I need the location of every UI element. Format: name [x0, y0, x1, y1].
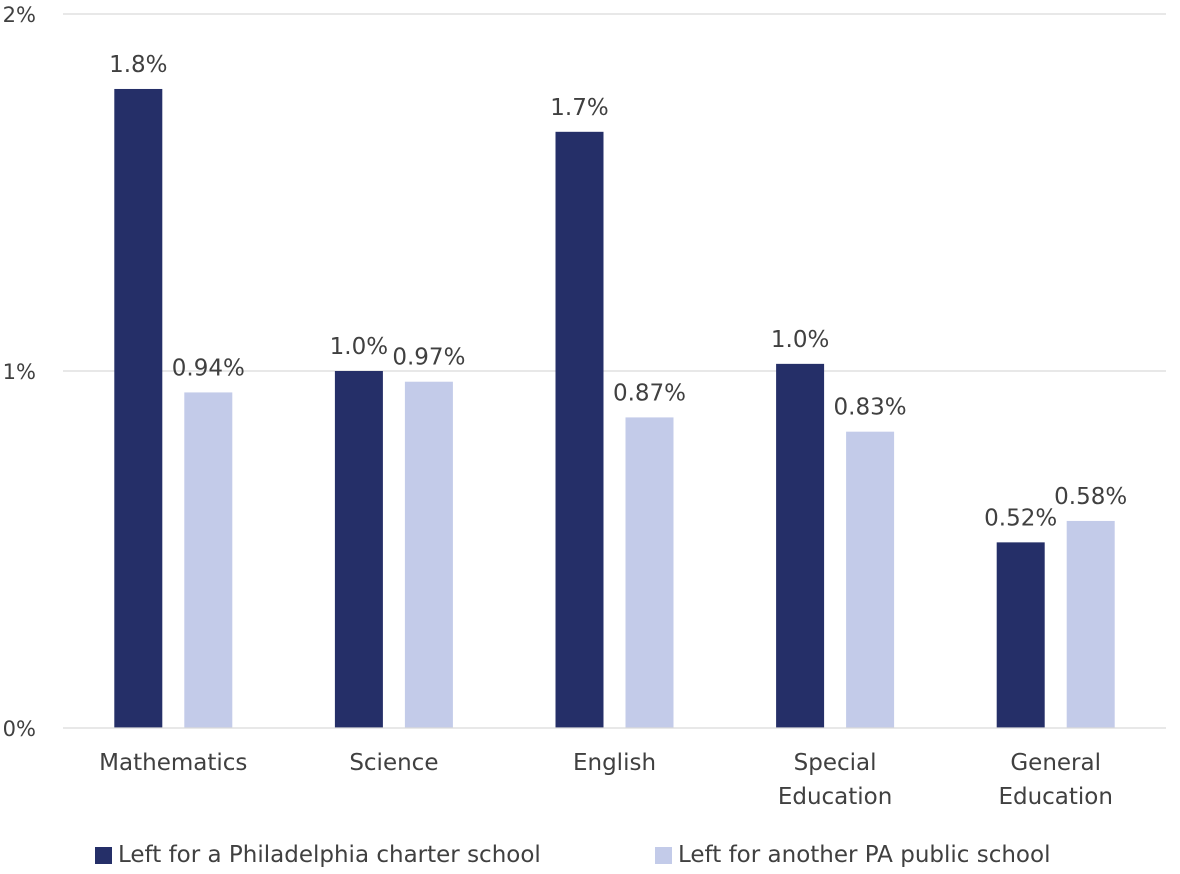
y-axis-tick-labels: 0% 1% 2%	[3, 3, 36, 741]
legend-item-charter: Left for a Philadelphia charter school	[95, 838, 541, 872]
legend-swatch-charter	[95, 846, 112, 864]
legend-label-other-pa: Left for another PA public school	[678, 842, 1051, 868]
y-tick-label: 0%	[3, 717, 36, 741]
bars	[114, 88, 1115, 729]
data-label: 1.8%	[109, 52, 167, 78]
data-label: 1.7%	[550, 95, 608, 121]
legend: Left for a Philadelphia charter school L…	[0, 838, 1180, 872]
y-tick-label: 1%	[3, 360, 36, 384]
data-label: 0.94%	[172, 355, 245, 381]
x-category-label: English	[573, 750, 656, 776]
bar-other-pa	[184, 392, 233, 728]
x-axis-category-labels: Mathematics Science English Special Educatio…	[99, 750, 1113, 810]
data-label: 0.97%	[392, 345, 465, 371]
legend-swatch-other-pa	[655, 846, 672, 864]
data-label: 0.87%	[613, 380, 686, 406]
x-category-label: Mathematics	[99, 750, 247, 776]
x-category-label: Science	[349, 750, 438, 776]
data-label: 1.0%	[771, 327, 829, 353]
bar-charter	[996, 542, 1045, 728]
bar-other-pa	[404, 381, 453, 728]
bar-charter	[555, 131, 604, 728]
x-category-label: Education	[998, 784, 1113, 810]
x-category-label: Education	[778, 784, 893, 810]
gridlines	[63, 13, 1166, 372]
data-label: 0.58%	[1054, 484, 1127, 510]
legend-item-other-pa: Left for another PA public school	[655, 838, 1050, 872]
bar-charter	[776, 363, 825, 728]
data-label: 0.52%	[984, 505, 1057, 531]
data-label: 0.83%	[834, 395, 907, 421]
bar-charter	[334, 371, 383, 728]
data-label: 1.0%	[330, 334, 388, 360]
legend-label-charter: Left for a Philadelphia charter school	[118, 842, 541, 868]
y-tick-label: 2%	[3, 3, 36, 27]
x-category-label: Special	[794, 750, 877, 776]
x-category-label: General	[1010, 750, 1101, 776]
bar-other-pa	[1066, 520, 1115, 728]
bar-other-pa	[625, 417, 674, 728]
data-labels: 1.8%0.94%1.0% 0.97%1.7%0.87%1.0%0.83%0.52…	[109, 52, 1127, 531]
bar-other-pa	[846, 431, 895, 728]
bar-charter	[114, 88, 163, 729]
